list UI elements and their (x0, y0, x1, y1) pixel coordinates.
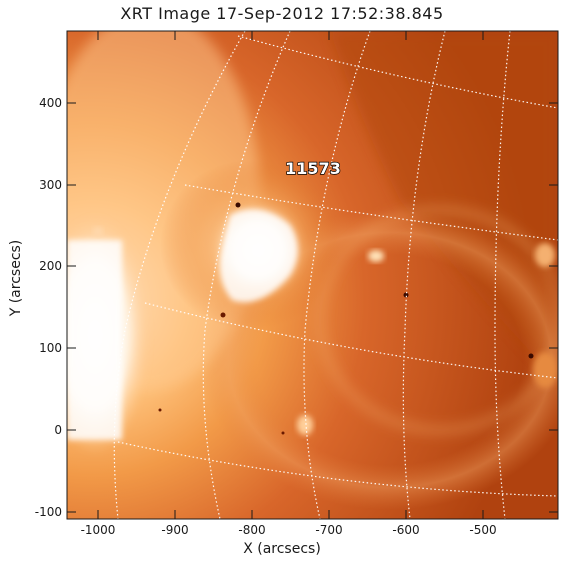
y-tick-label: -100 (35, 505, 62, 519)
dark-spot-5 (158, 408, 162, 412)
grid-longitude-1 (113, 31, 246, 519)
active-region-label: 11573 (285, 159, 341, 178)
dark-spot-4 (528, 353, 534, 359)
limb-saturation (67, 240, 122, 440)
y-tick-label: 200 (39, 259, 62, 273)
y-tick-label: 100 (39, 341, 62, 355)
dark-spot-6 (281, 431, 285, 435)
grid-longitude-3 (303, 31, 371, 519)
grid-latitude-2 (184, 184, 558, 241)
x-axis-tick-labels: -1000 -900 -800 -700 -600 -500 (81, 523, 497, 537)
plot-frame (66, 30, 559, 520)
y-tick-label: 300 (39, 178, 62, 192)
x-tick-label: -600 (392, 523, 419, 537)
loop-ring (315, 205, 558, 435)
x-tick-label: -500 (469, 523, 496, 537)
bright-patch-east (533, 352, 557, 388)
y-axis-tick-labels: -100 0 100 200 300 400 (35, 96, 62, 519)
heliographic-grid (113, 31, 558, 519)
grid-latitude-4 (117, 441, 558, 497)
y-axis-label: Y (arcsecs) (8, 239, 24, 317)
active-region-brightening (219, 209, 298, 303)
y-axis-ticks (67, 102, 558, 513)
figure-title: XRT Image 17-Sep-2012 17:52:38.845 (120, 4, 444, 23)
bright-point-2 (297, 415, 313, 435)
x-tick-label: -900 (161, 523, 188, 537)
dark-spot-1 (235, 202, 241, 208)
x-axis-label: X (arcsecs) (243, 541, 321, 557)
dark-spot-2 (220, 312, 226, 318)
bright-point-1 (368, 250, 384, 262)
grid-latitude-3 (144, 302, 558, 379)
grid-longitude-2 (202, 31, 291, 519)
y-tick-label: 0 (54, 423, 62, 437)
solar-image-area: 11573 (67, 31, 558, 519)
y-tick-label: 400 (39, 96, 62, 110)
bright-point-3 (93, 227, 103, 237)
x-tick-label: -1000 (81, 523, 116, 537)
x-axis-ticks (97, 31, 484, 519)
dark-spot-3 (403, 292, 409, 298)
grid-longitude-4 (402, 31, 446, 519)
x-tick-label: -700 (315, 523, 342, 537)
bright-point-4 (535, 243, 555, 267)
x-tick-label: -800 (238, 523, 265, 537)
